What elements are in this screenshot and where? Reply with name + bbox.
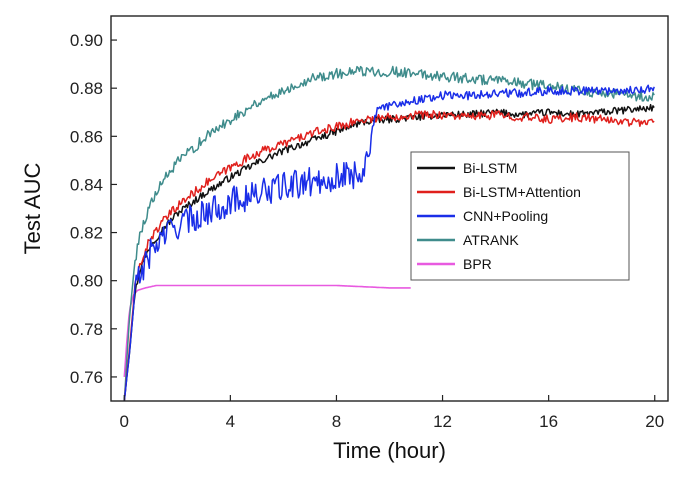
y-tick-label: 0.90 bbox=[70, 31, 103, 50]
x-tick-label: 8 bbox=[332, 412, 341, 431]
ticks-layer: 0 4 8 12 16 20 0.76 0.78 0.80 0.82 0.84 0.86 0.88 0.9… bbox=[70, 31, 664, 431]
legend-label: Bi-LSTM+Attention bbox=[463, 184, 581, 200]
x-tick-label: 4 bbox=[226, 412, 235, 431]
y-tick-label: 0.86 bbox=[70, 127, 103, 146]
x-tick-label: 0 bbox=[120, 412, 129, 431]
series-line bbox=[123, 284, 411, 377]
plot-frame bbox=[110, 15, 669, 402]
legend-label: Bi-LSTM bbox=[463, 160, 517, 176]
x-axis-label: Time (hour) bbox=[333, 438, 446, 463]
series-layer bbox=[123, 65, 655, 401]
legend-label: ATRANK bbox=[463, 232, 519, 248]
y-tick-label: 0.84 bbox=[70, 175, 103, 194]
series-line bbox=[123, 103, 655, 401]
x-tick-label: 20 bbox=[645, 412, 664, 431]
y-tick-label: 0.88 bbox=[70, 79, 103, 98]
series-line bbox=[123, 65, 655, 401]
series-line bbox=[123, 84, 655, 401]
y-tick-label: 0.80 bbox=[70, 272, 103, 291]
x-tick-label: 12 bbox=[433, 412, 452, 431]
legend: Bi-LSTM Bi-LSTM+Attention CNN+Pooling ATRAN… bbox=[410, 151, 630, 281]
y-tick-label: 0.76 bbox=[70, 368, 103, 387]
y-tick-label: 0.82 bbox=[70, 224, 103, 243]
y-axis-label: Test AUC bbox=[20, 163, 45, 255]
legend-label: CNN+Pooling bbox=[463, 208, 548, 224]
y-tick-label: 0.78 bbox=[70, 320, 103, 339]
legend-label: BPR bbox=[463, 256, 492, 272]
series-line bbox=[123, 109, 655, 401]
x-tick-label: 16 bbox=[539, 412, 558, 431]
